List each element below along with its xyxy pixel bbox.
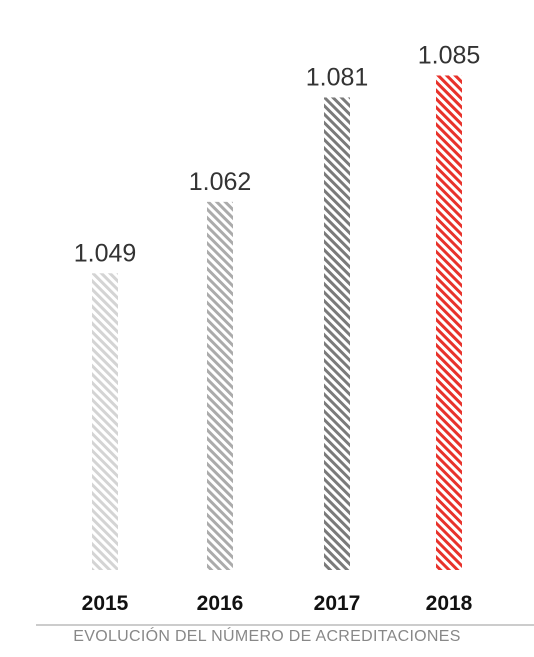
bars-group	[92, 75, 462, 570]
value-label-2018: 1.085	[418, 41, 481, 69]
bar-2018	[436, 75, 462, 570]
category-label-2017: 2017	[314, 592, 361, 615]
category-label-2015: 2015	[82, 592, 129, 615]
bar-2015	[92, 273, 118, 570]
bar-2017	[324, 97, 350, 570]
value-labels-group: 1.049 1.062 1.081 1.085	[74, 41, 481, 267]
category-labels-group: 2015 2016 2017 2018	[82, 592, 473, 615]
value-label-2016: 1.062	[189, 168, 252, 196]
value-label-2017: 1.081	[306, 63, 369, 91]
category-label-2018: 2018	[426, 592, 473, 615]
value-label-2015: 1.049	[74, 239, 137, 267]
category-label-2016: 2016	[197, 592, 244, 615]
bar-2016	[207, 201, 233, 570]
chart-title: EVOLUCIÓN DEL NÚMERO DE ACREDITACIONES	[73, 628, 461, 645]
